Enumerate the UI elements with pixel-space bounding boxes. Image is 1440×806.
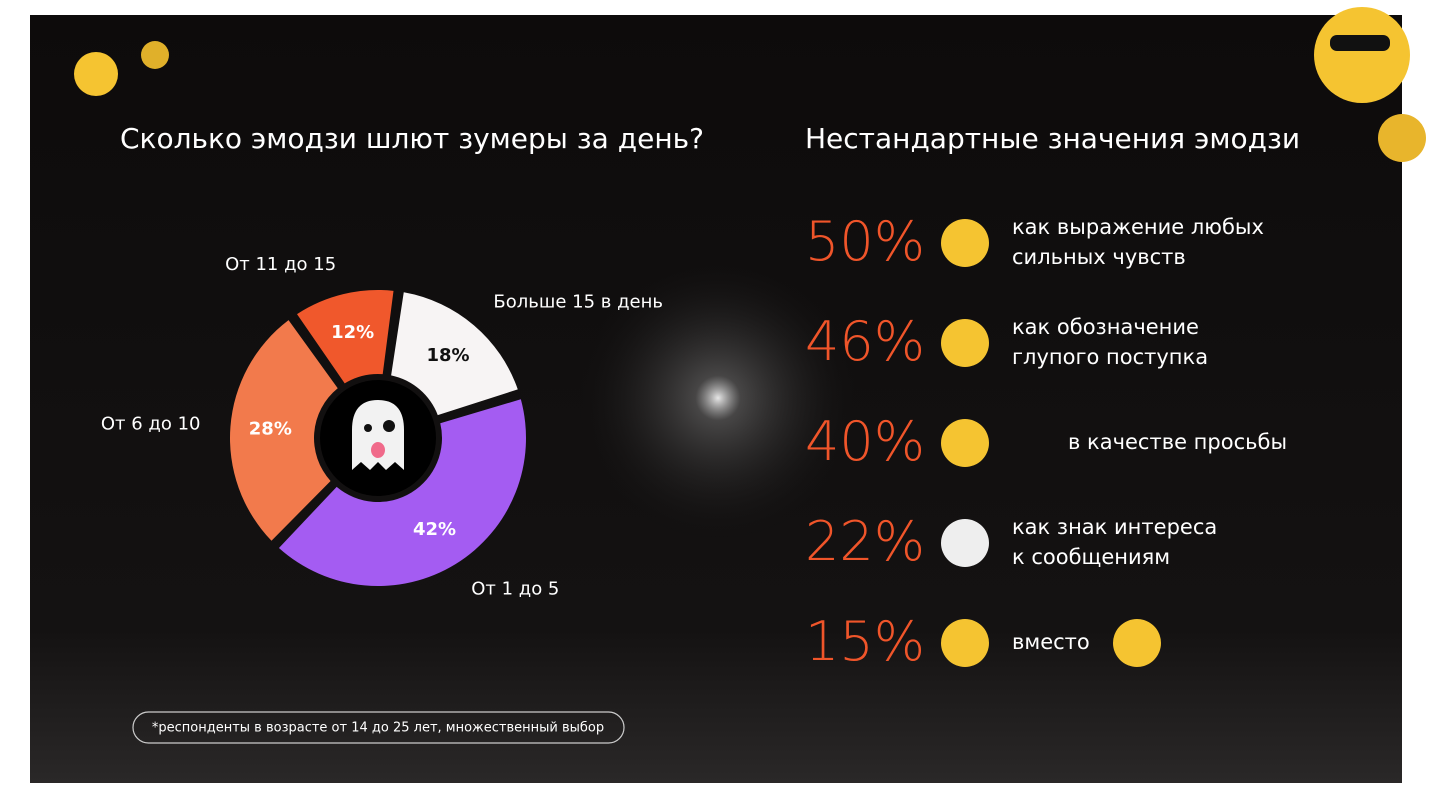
meaning-percent: 15%	[805, 610, 925, 673]
meaning-text: в качестве просьбы	[1068, 430, 1287, 454]
emoji-decor	[1314, 7, 1410, 103]
donut-segment	[391, 292, 518, 416]
category-label: От 6 до 10	[101, 413, 201, 434]
meaning-text: глупого поступка	[1012, 345, 1208, 369]
meaning-percent: 22%	[805, 510, 925, 573]
meaning-text: вместо	[1012, 630, 1090, 654]
list-title: Нестандартные значения эмодзи	[805, 122, 1300, 155]
segment-value-label: 42%	[413, 519, 456, 540]
emoji-icon	[941, 319, 989, 367]
meaning-text: как знак интереса	[1012, 515, 1217, 539]
donut-segment	[230, 320, 338, 541]
meaning-text: к сообщениям	[1012, 545, 1170, 569]
emoji-decor	[1330, 35, 1390, 51]
category-label: Больше 15 в день	[493, 291, 663, 312]
footnote-pill	[132, 711, 625, 744]
glow	[568, 248, 868, 548]
segment-value-label: 12%	[331, 322, 374, 343]
emoji-icon	[941, 519, 989, 567]
meaning-text: как обозначение	[1012, 315, 1199, 339]
donut-segment	[278, 399, 527, 586]
donut-segment	[297, 289, 394, 384]
emoji-decor	[1378, 114, 1426, 162]
emoji-icon	[941, 619, 989, 667]
meaning-text: сильных чувств	[1012, 245, 1186, 269]
category-label: От 11 до 15	[225, 254, 336, 275]
segment-value-label: 28%	[249, 419, 292, 440]
emoji-decor	[141, 41, 169, 69]
category-label: От 1 до 5	[471, 579, 559, 600]
meaning-percent: 40%	[805, 410, 925, 473]
ghost-emoji	[320, 380, 436, 496]
emoji-icon	[1113, 619, 1161, 667]
emoji-icon	[941, 219, 989, 267]
chart-title: Сколько эмодзи шлют зумеры за день?	[120, 122, 704, 155]
emoji-icon	[941, 419, 989, 467]
footnote: *респонденты в возрасте от 14 до 25 лет,…	[152, 721, 604, 736]
segment-value-label: 18%	[426, 345, 469, 366]
meaning-text: как выражение любых	[1012, 215, 1264, 239]
meaning-percent: 46%	[805, 310, 925, 373]
emoji-decor	[74, 52, 118, 96]
meaning-percent: 50%	[805, 210, 925, 273]
